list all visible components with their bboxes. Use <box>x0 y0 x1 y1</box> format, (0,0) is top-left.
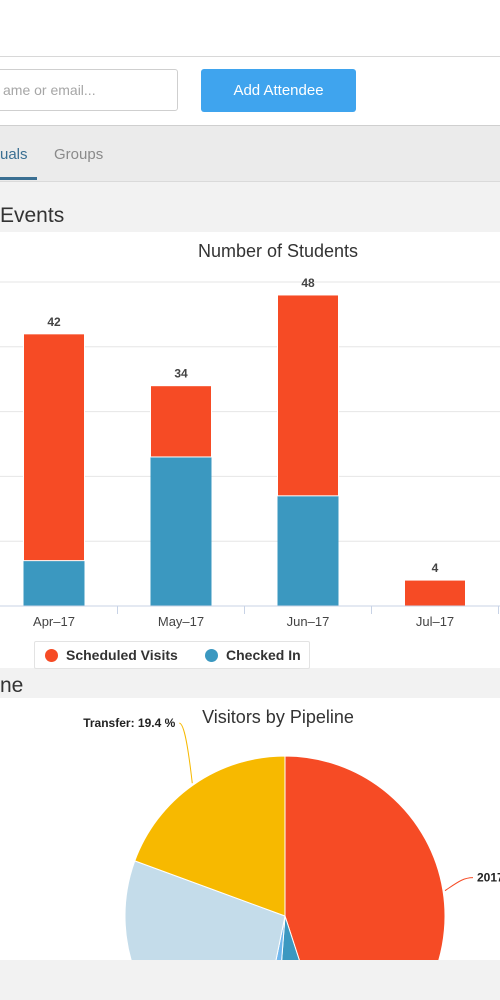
bar-scheduled-visits[interactable] <box>404 579 466 607</box>
bar-total-label: 48 <box>301 276 315 290</box>
tab-groups[interactable]: Groups <box>54 146 104 163</box>
bar-scheduled-visits[interactable] <box>277 294 339 497</box>
bar-chart-legend: Scheduled Visits Checked In <box>34 641 310 669</box>
tab-individuals[interactable]: uals <box>0 146 28 163</box>
pie-slice[interactable] <box>284 755 446 1000</box>
legend-checked-label: Checked In <box>226 647 301 663</box>
pie-slice[interactable] <box>134 755 286 917</box>
legend-item-checked[interactable]: Checked In <box>205 647 301 663</box>
bar-checked-in[interactable] <box>277 495 339 606</box>
tab-bar <box>0 126 500 182</box>
legend-item-scheduled[interactable]: Scheduled Visits <box>45 647 178 663</box>
pie-slices <box>124 755 446 1000</box>
students-bar-chart: Number of Students 42 34 48 4 Apr–17 May–17 J… <box>0 241 500 629</box>
x-tick-label: Jun–17 <box>287 614 330 629</box>
bar-chart-title: Number of Students <box>198 241 358 261</box>
bar-checked-in[interactable] <box>23 560 85 606</box>
pie-connector <box>444 877 474 892</box>
add-attendee-button[interactable]: Add Attendee <box>201 69 356 112</box>
x-tick-label: Apr–17 <box>33 614 75 629</box>
pipeline-pie-chart: Visitors by Pipeline 2017 Transfer: 19.4 … <box>83 707 500 1000</box>
bar-total-label: 4 <box>432 561 439 575</box>
legend-scheduled-label: Scheduled Visits <box>66 647 178 663</box>
x-tick-label: Jul–17 <box>416 614 454 629</box>
pie-chart-panel: Visitors by Pipeline 2017 Transfer: 19.4 … <box>0 698 500 1000</box>
x-tick-label: May–17 <box>158 614 204 629</box>
bar-chart-panel: Number of Students 42 34 48 4 Apr–17 May–17 J… <box>0 232 500 668</box>
pie-chart-title: Visitors by Pipeline <box>202 707 354 727</box>
pie-slice-label: Transfer: 19.4 % <box>83 716 175 730</box>
pipeline-section-title: ne <box>0 674 24 697</box>
top-bar <box>0 0 500 57</box>
bar-total-label: 42 <box>47 315 61 329</box>
search-input[interactable] <box>0 69 178 111</box>
active-tab-indicator <box>0 177 37 180</box>
bar-series: 42 34 48 4 <box>23 276 466 607</box>
pie-connector <box>179 722 193 784</box>
legend-scheduled-dot <box>45 649 58 662</box>
bar-scheduled-visits[interactable] <box>150 385 212 458</box>
legend-checked-dot <box>205 649 218 662</box>
events-section-title: Events <box>0 204 65 227</box>
bar-checked-in[interactable] <box>150 456 212 606</box>
x-axis-ticks: Apr–17 May–17 Jun–17 Jul–17 <box>33 606 499 629</box>
bar-total-label: 34 <box>174 367 188 381</box>
bar-scheduled-visits[interactable] <box>23 333 85 562</box>
pie-slice-label: 2017 <box>477 871 500 885</box>
pie-labels: 2017 Transfer: 19.4 % <box>83 716 500 892</box>
